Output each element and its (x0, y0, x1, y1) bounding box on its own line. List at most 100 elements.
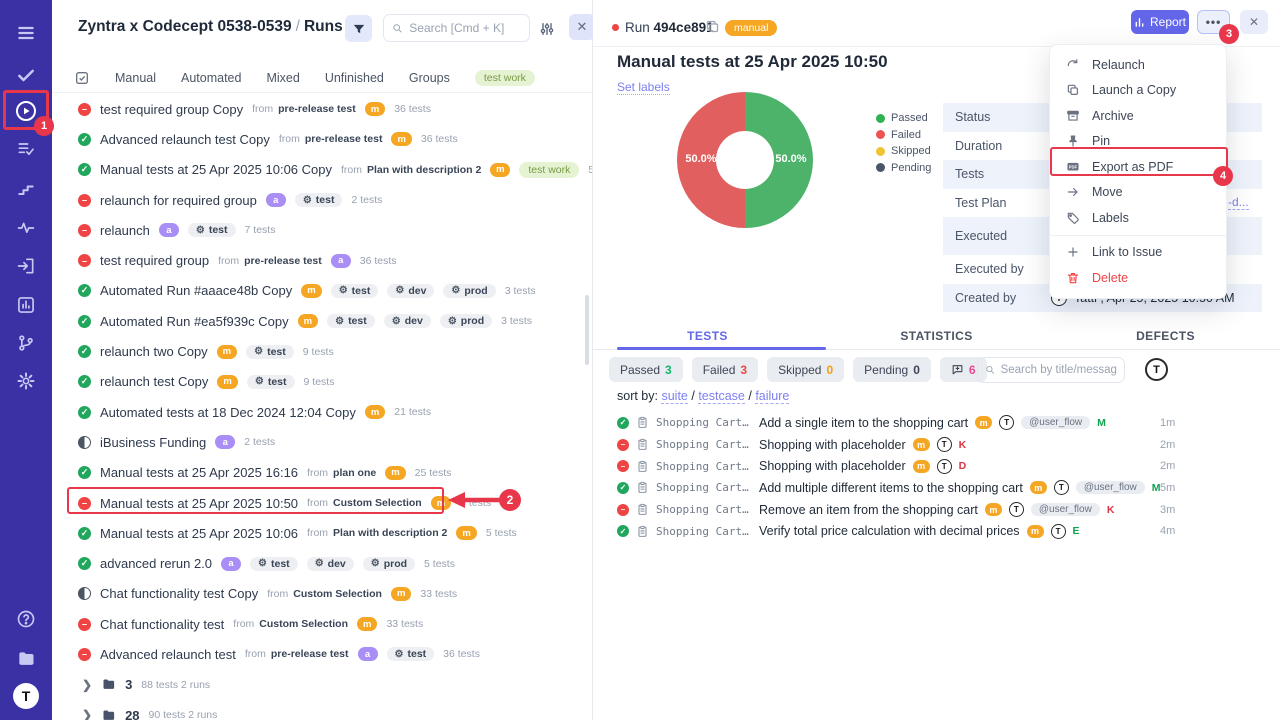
copy-run-id-button[interactable] (705, 19, 720, 39)
tab-statistics[interactable]: STATISTICS (900, 329, 973, 343)
run-list-item[interactable]: – Chat functionality test from Custom Selec… (52, 609, 592, 639)
sidebar-item-help[interactable] (0, 602, 52, 636)
filter-chip-passed[interactable]: Passed 3 (609, 357, 683, 382)
filter-button[interactable] (345, 15, 372, 42)
sidebar-item-reports[interactable] (0, 288, 52, 322)
sidebar-item-test-plans[interactable] (0, 132, 52, 166)
tab-groups[interactable]: Groups (408, 71, 450, 85)
sidebar-item-projects[interactable] (0, 642, 52, 676)
sidebar-item-test-runs[interactable] (0, 94, 52, 128)
select-all-icon[interactable] (74, 70, 90, 86)
close-icon: ✕ (576, 19, 588, 34)
tab-unfinished[interactable]: Unfinished (324, 71, 384, 85)
test-row[interactable]: – Shopping Cart… Remove an item from the s… (593, 499, 1280, 521)
test-row[interactable]: ✓ Shopping Cart… Verify total price calcul… (593, 520, 1280, 542)
filter-chip-skipped[interactable]: Skipped 0 (767, 357, 845, 382)
menu-item-archive[interactable]: Archive (1050, 103, 1226, 129)
run-type-badge: m (490, 162, 511, 177)
tab-defects[interactable]: DEFECTS (1136, 329, 1195, 343)
run-list-item[interactable]: ✓ Advanced relaunch test Copy from pre-rele… (52, 124, 592, 154)
sort-testcase-link[interactable]: testcase (698, 389, 745, 404)
run-list-item[interactable]: – test required group Copy from pre-release… (52, 94, 592, 124)
filter-chip-pending[interactable]: Pending 0 (853, 357, 931, 382)
sidebar-item-user-avatar[interactable]: T (0, 679, 52, 713)
menu-item-move[interactable]: Move (1050, 180, 1226, 206)
detail-label: Duration (955, 138, 1003, 153)
scrollbar[interactable] (585, 295, 589, 365)
run-list-item[interactable]: – relaunch a ⚙ test 7 tests (52, 215, 592, 245)
test-row[interactable]: ✓ Shopping Cart… Add a single item to the … (593, 412, 1280, 434)
assignee-filter-avatar[interactable]: T (1145, 358, 1168, 381)
test-plan-link[interactable]: -d... (1228, 195, 1249, 211)
tab-automated[interactable]: Automated (181, 71, 242, 85)
run-list-item[interactable]: ✓ Manual tests at 25 Apr 2025 10:06 from Pl… (52, 518, 592, 548)
tests-search-input[interactable] (1000, 364, 1117, 376)
run-list-item[interactable]: iBusiness Funding a 2 tests (52, 427, 592, 457)
report-button[interactable]: Report (1131, 10, 1189, 34)
legend-label: Skipped (891, 145, 931, 158)
menu-divider (1050, 234, 1226, 236)
sidebar-item-requirements[interactable] (0, 249, 52, 283)
tab-manual[interactable]: Manual (115, 71, 156, 85)
sidebar-item-shared-steps[interactable] (0, 172, 52, 206)
sort-failure-link[interactable]: failure (755, 389, 790, 404)
run-list-item[interactable]: ✓ Automated tests at 18 Dec 2024 12:04 Co… (52, 397, 592, 427)
menu-item-launch-a-copy[interactable]: Launch a Copy (1050, 78, 1226, 104)
assignee-avatar: T (936, 437, 952, 453)
run-title: relaunch for required group (100, 192, 257, 208)
menu-item-relaunch[interactable]: Relaunch (1050, 52, 1226, 78)
menu-item-label: Pin (1092, 134, 1111, 149)
test-row[interactable]: – Shopping Cart… Shopping with placeholder… (593, 434, 1280, 456)
menu-item-delete[interactable]: Delete (1050, 265, 1226, 291)
more-actions-button[interactable]: ••• (1197, 10, 1230, 34)
test-suite: Shopping Cart… (656, 438, 749, 452)
run-list-item[interactable]: ✓ relaunch two Copy m ⚙ test 9 tests (52, 336, 592, 366)
menu-item-label: Relaunch (1092, 57, 1145, 72)
test-row[interactable]: ✓ Shopping Cart… Add multiple different it… (593, 477, 1280, 499)
test-row[interactable]: – Shopping Cart… Shopping with placeholder… (593, 455, 1280, 477)
sidebar-item-menu[interactable] (0, 16, 52, 50)
run-list-item[interactable]: – relaunch for required group a ⚙ test 2 test… (52, 185, 592, 215)
close-detail-button[interactable]: ✕ (1240, 10, 1268, 34)
folder-row[interactable]: ❯ 3 88 tests 2 runs (52, 670, 592, 700)
tab-mixed[interactable]: Mixed (266, 71, 300, 85)
run-status-passed-icon: ✓ (78, 345, 91, 359)
menu-item-labels[interactable]: Labels (1050, 205, 1226, 231)
run-list-item[interactable]: ✓ relaunch test Copy m ⚙ test 9 tests (52, 367, 592, 397)
runs-search[interactable] (383, 14, 530, 42)
run-list-item[interactable]: – Manual tests at 25 Apr 2025 10:50 from Cu… (52, 488, 592, 518)
menu-item-link-to-issue[interactable]: Link to Issue (1050, 240, 1226, 266)
sort-suite-link[interactable]: suite (661, 389, 688, 404)
runs-filter-tabs: Manual Automated Mixed Unfinished Groups… (52, 64, 592, 93)
run-list-item[interactable]: ✓ Automated Run #ea5f939c Copy m ⚙ test ⚙ dev ⚙… (52, 306, 592, 336)
tab-tests[interactable]: TESTS (687, 329, 728, 343)
sidebar-item-activity[interactable] (0, 211, 52, 245)
sidebar-item-settings[interactable] (0, 364, 52, 398)
results-donut-chart: 50.0% 50.0% (677, 92, 813, 228)
sidebar-item-test-cases[interactable] (0, 58, 52, 92)
tests-search[interactable] (977, 357, 1125, 383)
menu-item-export-as-pdf[interactable]: PDF Export as PDF (1050, 154, 1226, 180)
runs-search-input[interactable] (409, 21, 521, 35)
run-list-item[interactable]: ✓ Automated Run #aaace48b Copy m ⚙ test ⚙ dev ⚙… (52, 276, 592, 306)
menu-item-pin[interactable]: Pin (1050, 129, 1226, 155)
close-panel-button[interactable]: ✕ (569, 14, 595, 40)
chevron-right-icon[interactable]: ❯ (82, 677, 93, 692)
legend-label: Passed (891, 112, 928, 125)
tag-filter-chip[interactable]: test work (474, 70, 535, 86)
run-tests-count: 2 tests (244, 436, 276, 449)
folder-row[interactable]: ❯ 28 90 tests 2 runs (52, 700, 592, 720)
filter-chip-failed[interactable]: Failed 3 (691, 357, 759, 382)
run-list-item[interactable]: – Advanced relaunch test from pre-release t… (52, 639, 592, 669)
run-list-item[interactable]: Chat functionality test Copy from Custom S… (52, 579, 592, 609)
view-settings-button[interactable] (536, 19, 558, 39)
set-labels-link[interactable]: Set labels (617, 80, 670, 95)
chevron-right-icon[interactable]: ❯ (82, 708, 93, 720)
milestone-letter: D (958, 460, 967, 473)
run-list-item[interactable]: – test required group from pre-release test… (52, 245, 592, 275)
environment-chip: ⚙ test (246, 374, 295, 389)
run-list-item[interactable]: ✓ Manual tests at 25 Apr 2025 16:16 from pl… (52, 458, 592, 488)
run-list-item[interactable]: ✓ advanced rerun 2.0 a ⚙ test ⚙ dev ⚙ prod 5 test… (52, 548, 592, 578)
sidebar-item-integrations[interactable] (0, 326, 52, 360)
run-list-item[interactable]: ✓ Manual tests at 25 Apr 2025 10:06 Copy f… (52, 155, 592, 185)
